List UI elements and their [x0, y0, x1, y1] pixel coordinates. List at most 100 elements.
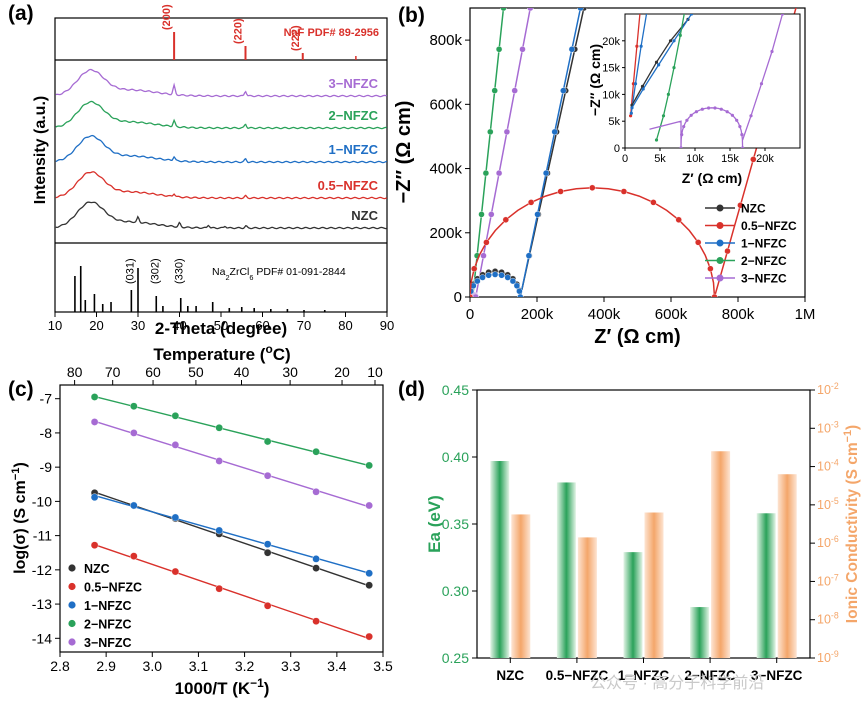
x-category-label-d: 0.5−NFZC [546, 668, 609, 683]
nyquist-point [525, 252, 533, 259]
x-tick-label-a: 90 [380, 318, 394, 333]
plot-frame-b [469, 7, 806, 298]
x-tick-label-c: 2.8 [50, 658, 70, 674]
nyquist-point [470, 293, 474, 297]
nzc-ref-label-part: Na [212, 266, 226, 278]
data-point-c [130, 429, 138, 437]
nyquist-point [513, 282, 521, 289]
y-tick-label-d: 0.45 [442, 382, 469, 398]
fit-line-c [94, 543, 370, 640]
bar-ea [690, 607, 710, 658]
nyquist-point [498, 272, 505, 279]
x-tick-label-b: 800k [722, 306, 755, 323]
x-tick-label-c: 3.2 [235, 658, 255, 674]
nyquist-point [482, 169, 490, 177]
panel-a: (a) (200) (220) (222)NaF PDF# 89-2956 NZC 0.5… [8, 2, 394, 338]
nyquist-point [485, 272, 492, 279]
inset-point [629, 111, 633, 115]
y-tick-label-b: 800k [429, 32, 462, 49]
nyquist-point [491, 271, 499, 278]
top-tick-label-c: 10 [367, 364, 383, 380]
legend-marker-b [716, 257, 724, 264]
inset-point [689, 14, 694, 16]
curve-2nfzc [55, 100, 387, 130]
inset-point [668, 39, 673, 43]
nyquist-point [695, 239, 702, 246]
data-point-c [130, 402, 138, 411]
bar-ea [556, 482, 576, 658]
data-point-c [171, 412, 180, 420]
inset-curve [741, 14, 784, 141]
fit-line-c [94, 494, 370, 574]
y-right-tick-base: 10 [817, 421, 831, 435]
y-right-tick-base: 10 [817, 498, 831, 512]
nyquist-point [500, 8, 507, 12]
y-right-tick-exp: -8 [831, 611, 839, 621]
data-point-c [263, 540, 272, 548]
x-tick-label-c: 3.0 [143, 658, 163, 674]
nyquist-point [589, 184, 596, 192]
inset-y-tick-label: 0 [614, 143, 620, 155]
x-tick-label-a: 20 [89, 318, 103, 333]
bar-ea [623, 552, 643, 658]
nyquist-point [478, 211, 485, 218]
bar-conductivity [711, 451, 731, 658]
inset-point [654, 60, 659, 64]
inset-y-tick-label: 20k [602, 36, 620, 48]
panel-label-c: (c) [8, 378, 34, 401]
y-right-tick-base: 10 [817, 536, 831, 550]
data-point-c [365, 632, 373, 641]
inset-x-tick-label: 20k [756, 153, 774, 165]
y-right-axis-title-d: Ionic Conductivity (S cm−1) [842, 425, 861, 623]
curve-05nfzc [55, 171, 388, 200]
y-right-tick-exp: -7 [831, 572, 839, 582]
data-point-c [130, 501, 138, 510]
inset-point [635, 44, 639, 48]
y-axis-title-b: −Z″ (Ω cm) [393, 101, 415, 204]
nyquist-point [560, 87, 567, 94]
nyquist-point [480, 252, 487, 259]
y-right-tick-base: 10 [817, 613, 831, 627]
y-tick-label-c: -14 [32, 630, 52, 646]
y-right-tick-label-d: 10-2 [817, 381, 839, 397]
legend-marker-b [716, 239, 724, 247]
nyquist-point [483, 239, 490, 246]
y-tick-label-b: 0 [454, 289, 462, 306]
bar-conductivity [577, 537, 597, 658]
x-tick-label-c: 2.9 [96, 658, 116, 674]
fit-line-c [94, 420, 370, 508]
nyquist-point [620, 188, 628, 195]
bar-ea [756, 513, 776, 658]
x-tick-label-a: 40 [172, 318, 186, 333]
data-point-c [263, 601, 272, 610]
y-right-tick-label-d: 10-7 [817, 572, 839, 588]
data-point-c [263, 548, 272, 557]
y-right-tick-exp: -5 [831, 496, 839, 506]
data-point-c [90, 493, 99, 502]
data-point-c [365, 569, 373, 578]
y-axis-title-c: log(σ) (S cm−1) [10, 462, 29, 574]
panel-label-b: (b) [398, 4, 425, 27]
inset-curve [655, 14, 685, 141]
inset-point [630, 106, 634, 110]
nyquist-point [551, 128, 558, 136]
data-point-c [171, 441, 180, 449]
series-label-a: 3−NFZC [329, 76, 379, 91]
bar-conductivity [511, 514, 531, 658]
inset-x-tick-label: 10k [686, 153, 704, 165]
x-tick-label-b: 600k [655, 306, 688, 323]
data-point-c [130, 552, 138, 560]
inset-point [640, 84, 645, 88]
panel-c: (c) 2.8 2.9 3.0 3.1 3.2 3.3 3.4 3.5 -7 -8 -9 -10 -11 -… [8, 342, 393, 698]
y-tick-label-c: -8 [40, 425, 53, 441]
nyquist-point [488, 211, 495, 218]
x-tick-label-a: 10 [48, 318, 62, 333]
nyquist-point [495, 46, 503, 53]
y-axis-title-c-sup: −1 [10, 467, 22, 480]
legend-label-b: 2−NFZC [741, 254, 787, 268]
nyquist-point [568, 46, 576, 53]
inset-x-title: Z′ (Ω cm) [682, 170, 742, 186]
nyquist-point [534, 211, 541, 218]
y-right-tick-label-d: 10-4 [817, 458, 839, 474]
inset-x-tick-label: 0 [622, 153, 628, 165]
